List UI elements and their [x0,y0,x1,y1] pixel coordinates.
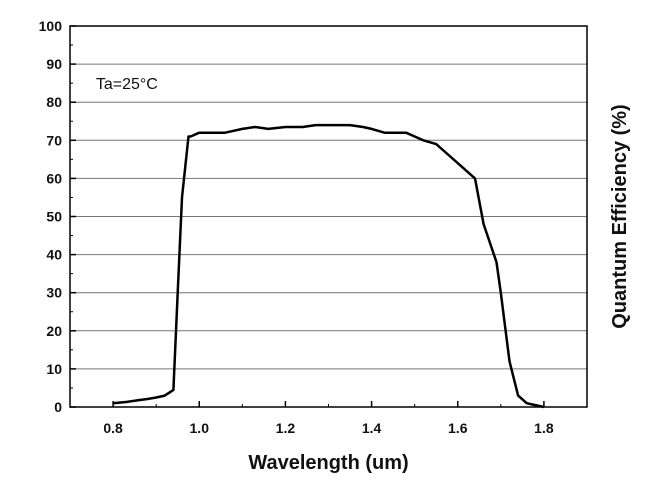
y-tick-label: 90 [46,56,62,72]
x-tick-label: 1.0 [190,420,210,436]
x-axis-title: Wavelength (um) [248,452,408,474]
y-tick-label: 10 [46,361,62,377]
y-tick-label: 30 [46,285,62,301]
y-tick-label: 70 [46,132,62,148]
y-tick-label: 50 [46,209,62,225]
y-tick-label: 60 [46,170,62,186]
series-line [112,123,545,409]
x-axis-ticks: 0.8 1.0 1.2 1.4 1.6 1.8 [69,401,588,436]
grid-lines [70,63,587,370]
y-tick-label: 40 [46,247,62,263]
data-series [112,123,545,409]
x-tick-label: 1.8 [534,420,554,436]
x-tick-label: 0.8 [103,420,123,436]
y-tick-label: 80 [46,94,62,110]
y-axis-ticks: 0 10 20 30 40 50 60 70 80 90 100 [39,18,76,415]
annotation-temperature: Ta=25°C [96,76,158,93]
y-tick-label: 0 [54,399,62,415]
x-tick-label: 1.6 [448,420,468,436]
x-tick-label: 1.4 [362,420,382,436]
y-tick-label: 100 [39,18,63,34]
plot-frame [69,25,588,408]
y-tick-label: 20 [46,323,62,339]
x-tick-label: 1.2 [276,420,296,436]
y-axis-title: Quantum Efficiency (%) [609,104,631,328]
